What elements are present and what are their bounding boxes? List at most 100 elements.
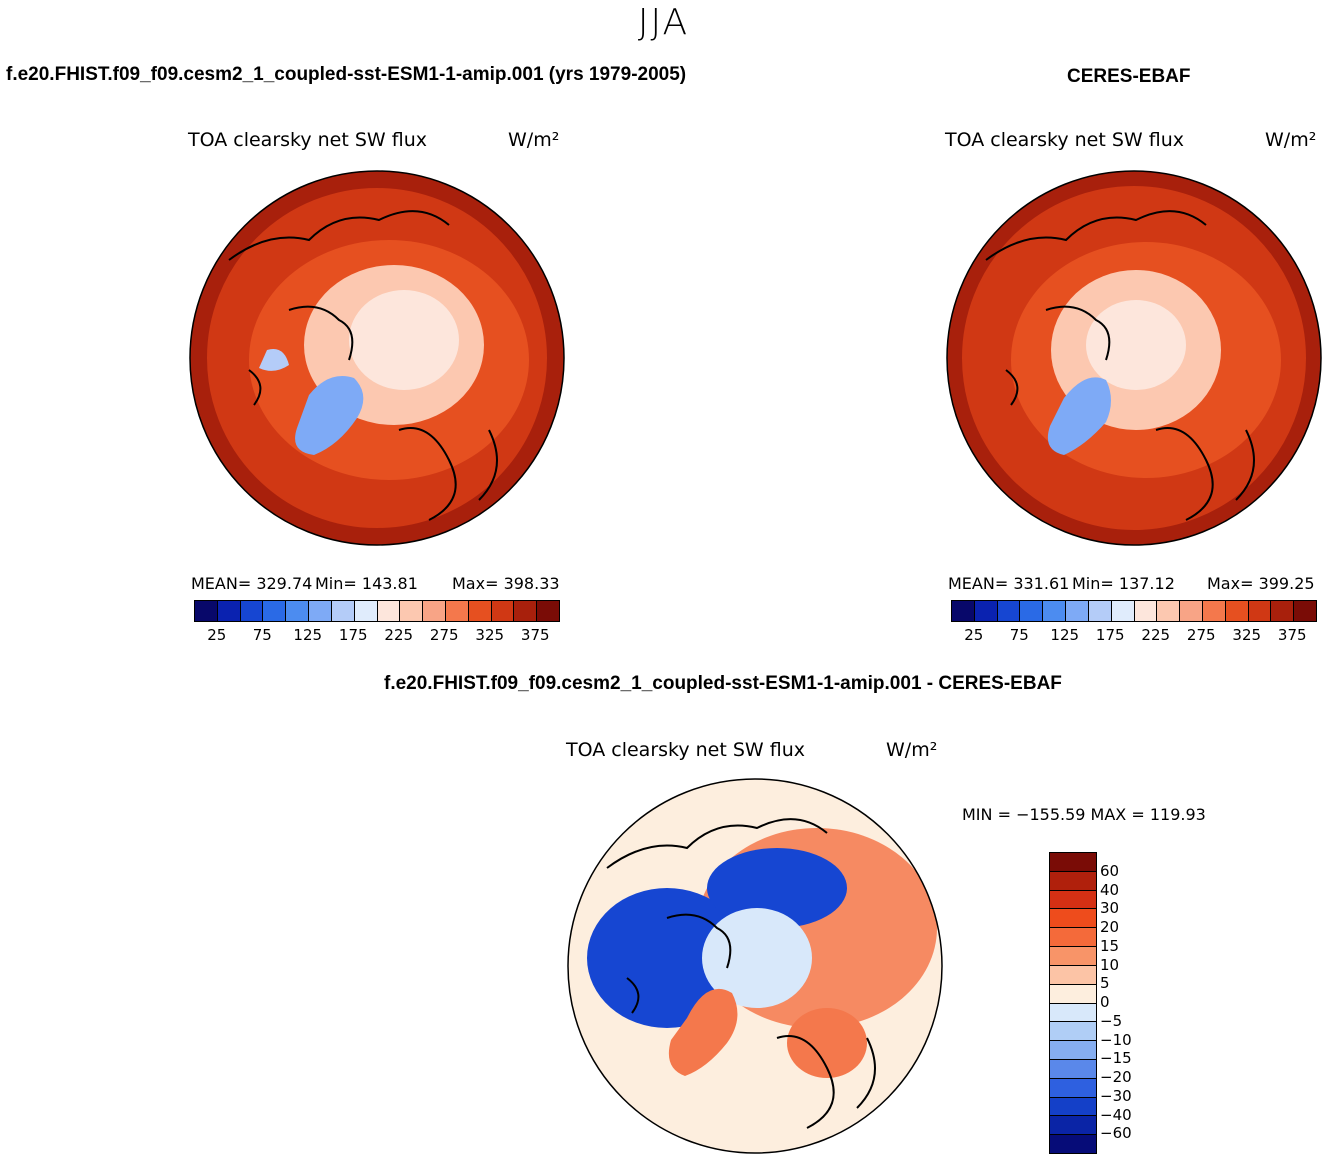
obs-case-title: CERES-EBAF	[1067, 66, 1191, 87]
colorbar-box	[1020, 601, 1044, 621]
colorbar-box	[1050, 909, 1096, 929]
colorbar-box	[1248, 601, 1272, 621]
colorbar-box	[240, 601, 264, 621]
colorbar-box	[491, 601, 515, 621]
colorbar-box	[1043, 601, 1067, 621]
model-colorbar-ticks: 25 75 125 175 225 275 325 375	[194, 626, 558, 644]
map-greenland-edge	[259, 349, 289, 371]
diff-colorbar-ticks: 60 40 30 20 15 10 5 0 −5 −10 −15 −20 −30 −40 −60	[1100, 852, 1160, 1152]
colorbar-box	[537, 601, 559, 621]
colorbar-box	[1050, 890, 1096, 910]
obs-colorbar	[951, 600, 1317, 622]
colorbar-tick-label: 20	[1100, 918, 1120, 936]
colorbar-box	[1088, 601, 1112, 621]
colorbar-tick-label: 175	[1095, 626, 1125, 644]
colorbar-tick-label: 375	[1277, 626, 1307, 644]
colorbar-box	[1050, 871, 1096, 891]
colorbar-box	[400, 601, 424, 621]
colorbar-box	[1066, 601, 1089, 621]
obs-mean: MEAN= 331.61	[948, 574, 1070, 593]
map-coastline	[985, 210, 1255, 521]
model-min: Min= 143.81	[315, 574, 418, 593]
colorbar-box	[468, 601, 492, 621]
colorbar-tick-label: −15	[1100, 1049, 1132, 1068]
diff-variable-label: TOA clearsky net SW flux	[566, 739, 806, 761]
diff-greenland	[668, 988, 738, 1076]
colorbar-tick-label: 10	[1100, 955, 1120, 974]
colorbar-box	[1157, 601, 1181, 621]
colorbar-box	[1050, 1003, 1096, 1023]
colorbar-box	[1294, 601, 1316, 621]
colorbar-tick-label: 275	[1186, 626, 1216, 644]
colorbar-tick-label: 30	[1100, 899, 1120, 918]
map-pole-zone	[349, 290, 459, 390]
map-greenland	[1047, 377, 1111, 455]
diff-positive-se	[787, 1008, 867, 1078]
model-polar-map	[189, 170, 565, 546]
colorbar-box	[445, 601, 469, 621]
colorbar-tick-label: 275	[429, 626, 459, 644]
colorbar-tick-label: 225	[384, 626, 414, 644]
model-variable-label: TOA clearsky net SW flux	[188, 129, 428, 151]
colorbar-box	[1134, 601, 1158, 621]
diff-colorbar	[1049, 852, 1097, 1154]
colorbar-box	[1050, 1059, 1096, 1079]
colorbar-tick-label: 175	[338, 626, 368, 644]
colorbar-tick-label: −30	[1100, 1086, 1132, 1105]
model-colorbar	[194, 600, 560, 622]
colorbar-box	[309, 601, 332, 621]
map-coastline	[606, 818, 876, 1129]
colorbar-box	[1050, 1135, 1096, 1153]
colorbar-box	[354, 601, 378, 621]
colorbar-box	[1271, 601, 1295, 621]
colorbar-box	[952, 601, 975, 621]
colorbar-tick-label: −60	[1100, 1124, 1132, 1143]
colorbar-box	[1050, 1022, 1096, 1042]
colorbar-box	[1050, 947, 1096, 966]
diff-case-title: f.e20.FHIST.f09_f09.cesm2_1_coupled-sst-…	[384, 673, 1062, 694]
colorbar-box	[423, 601, 446, 621]
colorbar-box	[514, 601, 538, 621]
colorbar-box	[331, 601, 355, 621]
colorbar-tick-label: −40	[1100, 1105, 1132, 1124]
obs-polar-map	[946, 170, 1322, 546]
map-coastline	[228, 210, 498, 521]
colorbar-box	[1202, 601, 1226, 621]
colorbar-box	[263, 601, 287, 621]
obs-max: Max= 399.25	[1207, 574, 1315, 593]
diff-polar-map	[567, 778, 943, 1154]
map-greenland	[295, 376, 364, 455]
colorbar-box	[1050, 1078, 1096, 1098]
colorbar-box	[1180, 601, 1203, 621]
model-case-title: f.e20.FHIST.f09_f09.cesm2_1_coupled-sst-…	[6, 64, 687, 85]
colorbar-box	[1050, 984, 1096, 1004]
season-title: JJA	[637, 2, 690, 43]
model-mean: MEAN= 329.74	[191, 574, 313, 593]
colorbar-box	[217, 601, 241, 621]
obs-colorbar-ticks: 25 75 125 175 225 275 325 375	[951, 626, 1315, 644]
colorbar-tick-label: 0	[1100, 993, 1110, 1011]
colorbar-tick-label: 25	[964, 626, 984, 644]
colorbar-box	[997, 601, 1021, 621]
colorbar-tick-label: 125	[293, 626, 323, 644]
colorbar-box	[974, 601, 998, 621]
colorbar-tick-label: 325	[475, 626, 505, 644]
colorbar-tick-label: 225	[1141, 626, 1171, 644]
obs-variable-label: TOA clearsky net SW flux	[945, 129, 1185, 151]
diff-minmax: MIN = −155.59 MAX = 119.93	[962, 805, 1206, 824]
colorbar-box	[1111, 601, 1135, 621]
colorbar-tick-label: 15	[1100, 936, 1120, 955]
colorbar-box	[1050, 853, 1096, 872]
colorbar-box	[1050, 1116, 1096, 1136]
colorbar-box	[286, 601, 310, 621]
colorbar-box	[1225, 601, 1249, 621]
colorbar-tick-label: 75	[252, 626, 272, 644]
diff-units-label: W/m²	[886, 739, 938, 761]
colorbar-box	[1050, 928, 1096, 948]
colorbar-tick-label: −20	[1100, 1068, 1132, 1086]
colorbar-box	[1050, 1097, 1096, 1117]
colorbar-tick-label: 125	[1050, 626, 1080, 644]
colorbar-tick-label: 75	[1009, 626, 1029, 644]
colorbar-tick-label: −10	[1100, 1030, 1132, 1049]
colorbar-tick-label: 60	[1100, 861, 1120, 880]
